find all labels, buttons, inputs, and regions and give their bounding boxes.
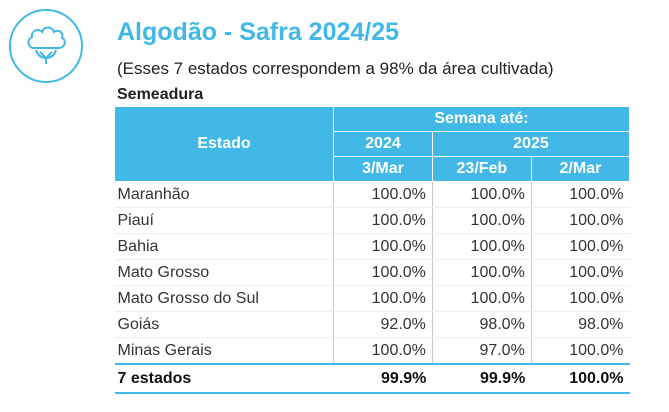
table-row: Mato Grosso do Sul 100.0% 100.0% 100.0% <box>114 285 630 312</box>
total-row: 7 estados 99.9% 99.9% 100.0% <box>114 363 630 394</box>
value-cell: 100.0% <box>432 259 532 286</box>
value-cell: 100.0% <box>432 285 532 312</box>
value-cell: 100.0% <box>531 259 630 286</box>
planting-progress-table: Estado Semana até: 2024 2025 3/Mar 23/Fe… <box>114 106 631 394</box>
value-cell: 98.0% <box>531 311 630 338</box>
table-row: Piauí 100.0% 100.0% 100.0% <box>114 207 630 234</box>
table-row: Mato Grosso 100.0% 100.0% 100.0% <box>114 259 630 286</box>
value-cell: 100.0% <box>531 207 630 234</box>
page-title: Algodão - Safra 2024/25 <box>117 18 400 46</box>
state-name: Mato Grosso <box>114 259 334 286</box>
value-cell: 100.0% <box>531 181 630 208</box>
cotton-logo <box>4 4 94 94</box>
page-subtitle: (Esses 7 estados correspondem a 98% da á… <box>117 59 554 78</box>
table-row: Bahia 100.0% 100.0% 100.0% <box>114 233 630 260</box>
value-cell: 98.0% <box>432 311 532 338</box>
header-semana: Semana até: <box>333 106 630 132</box>
value-cell: 100.0% <box>432 207 532 234</box>
state-name: Minas Gerais <box>114 337 334 365</box>
header-year-2025: 2025 <box>431 131 631 157</box>
header-week: 3/Mar <box>333 156 433 182</box>
state-name: Piauí <box>114 207 334 234</box>
value-cell: 100.0% <box>333 337 433 365</box>
value-cell: 100.0% <box>531 233 630 260</box>
value-cell: 100.0% <box>333 259 433 286</box>
value-cell: 100.0% <box>333 181 433 208</box>
header-week: 23/Feb <box>431 156 532 182</box>
value-cell: 97.0% <box>432 337 532 365</box>
value-cell: 100.0% <box>531 285 630 312</box>
value-cell: 100.0% <box>432 233 532 260</box>
total-value: 99.9% <box>432 363 532 394</box>
header-week: 2/Mar <box>530 156 631 182</box>
value-cell: 100.0% <box>333 285 433 312</box>
cotton-flower-icon <box>9 9 83 83</box>
header-estado: Estado <box>114 106 334 182</box>
value-cell: 92.0% <box>333 311 433 338</box>
value-cell: 100.0% <box>333 233 433 260</box>
total-value: 99.9% <box>333 363 433 394</box>
total-label: 7 estados <box>114 363 334 394</box>
value-cell: 100.0% <box>432 181 532 208</box>
header-year-2024: 2024 <box>333 131 433 157</box>
state-name: Mato Grosso do Sul <box>114 285 334 312</box>
state-name: Bahia <box>114 233 334 260</box>
table-row: Goiás 92.0% 98.0% 98.0% <box>114 311 630 338</box>
state-name: Goiás <box>114 311 334 338</box>
value-cell: 100.0% <box>531 337 630 365</box>
table-row: Minas Gerais 100.0% 97.0% 100.0% <box>114 337 630 365</box>
value-cell: 100.0% <box>333 207 433 234</box>
state-name: Maranhão <box>114 181 334 208</box>
table-row: Maranhão 100.0% 100.0% 100.0% <box>114 181 630 208</box>
total-value: 100.0% <box>531 363 630 394</box>
section-title: Semeadura <box>117 86 204 103</box>
